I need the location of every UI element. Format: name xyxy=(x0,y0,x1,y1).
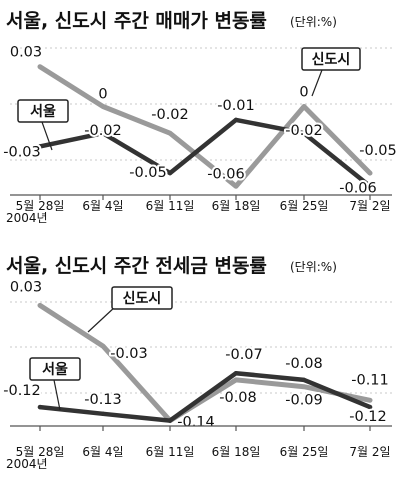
legend-seoul: 서울 xyxy=(17,99,69,151)
data-label-sindosi: -0.11 xyxy=(351,372,389,388)
x-tick-label: 6월 4일 xyxy=(82,199,123,213)
legend-box xyxy=(17,99,69,123)
data-label-seoul: -0.12 xyxy=(349,409,387,425)
data-label-sindosi: -0.05 xyxy=(359,143,397,159)
series-lines xyxy=(37,64,373,189)
data-point xyxy=(100,104,106,109)
data-point xyxy=(100,131,106,136)
sales-price-chart: 서울, 신도시 주간 매매가 변동률 (단위:%) -0.03-0.02-0.0… xyxy=(1,10,399,225)
legend-label-seoul: 서울 xyxy=(42,361,68,378)
x-tick-label: 6월 11일 xyxy=(146,445,195,459)
year-label: 2004년 xyxy=(6,211,48,225)
data-label-seoul: -0.05 xyxy=(129,165,167,181)
data-point xyxy=(233,184,239,189)
data-point xyxy=(301,131,307,136)
data-label-seoul: -0.12 xyxy=(3,383,41,399)
x-tick-label: 5월 28일 xyxy=(16,199,65,213)
legend-sindosi: 신도시 xyxy=(301,47,361,97)
data-label-seoul: -0.02 xyxy=(285,123,323,139)
data-point xyxy=(367,184,373,189)
x-tick-label: 6월 25일 xyxy=(280,445,329,459)
data-label-sindosi: 0 xyxy=(98,87,107,103)
data-point xyxy=(167,131,173,136)
legend-leader xyxy=(53,379,61,411)
data-point xyxy=(37,64,43,69)
x-axis: 5월 28일 6월 4일 6월 11일 6월 18일 6월 25일 7월 2일 xyxy=(10,425,392,459)
data-point xyxy=(301,377,307,383)
data-point xyxy=(233,377,239,383)
x-tick-label: 7월 2일 xyxy=(349,445,390,459)
data-point xyxy=(301,104,307,109)
data-label-sindosi: 0.03 xyxy=(10,279,42,295)
x-tick-label: 6월 18일 xyxy=(212,199,261,213)
data-label-sindosi: -0.02 xyxy=(151,107,189,123)
unit-label: (단위:%) xyxy=(290,260,337,274)
data-label-sindosi: -0.03 xyxy=(110,346,148,362)
x-tick-label: 6월 25일 xyxy=(280,199,329,213)
data-label-seoul: -0.02 xyxy=(84,123,122,139)
data-label-seoul: -0.07 xyxy=(225,347,263,363)
legend-sindosi: 신도시 xyxy=(87,286,173,333)
data-point xyxy=(37,144,43,149)
data-point xyxy=(100,411,106,416)
chart-title: 서울, 신도시 주간 전세금 변동률 xyxy=(6,255,267,277)
x-tick-label: 6월 4일 xyxy=(82,445,123,459)
data-label-seoul: -0.13 xyxy=(84,392,122,408)
data-point xyxy=(167,170,173,176)
data-labels: -0.03 -0.02 -0.05 -0.01 -0.02 -0.06 0.03 0 -0.02… xyxy=(1,43,399,199)
year-label: 2004년 xyxy=(6,457,48,471)
series-line-seoul xyxy=(37,370,373,423)
series-line-sindosi xyxy=(37,302,373,424)
x-tick-label: 6월 18일 xyxy=(212,445,261,459)
data-point xyxy=(367,398,373,403)
legend-box xyxy=(301,47,361,71)
chart-title: 서울, 신도시 주간 매매가 변동률 xyxy=(6,10,267,32)
x-tick-label: 6월 11일 xyxy=(146,199,195,213)
data-point xyxy=(367,404,373,410)
legend-box xyxy=(111,286,173,310)
data-label-seoul: -0.14 xyxy=(177,415,215,431)
data-labels: -0.12 -0.13 -0.14 -0.07 -0.08 -0.12 0.03 -0.03 -… xyxy=(1,277,391,432)
data-label-seoul: -0.08 xyxy=(285,356,323,372)
series-line-sindosi xyxy=(37,64,373,189)
data-point xyxy=(301,384,307,389)
data-label-sindosi: 0 xyxy=(299,85,308,101)
x-tick-label: 5월 28일 xyxy=(16,445,65,459)
data-point xyxy=(367,170,373,176)
series-lines xyxy=(37,302,373,424)
legend-leader xyxy=(87,305,117,333)
unit-label: (단위:%) xyxy=(290,15,337,29)
legend-box xyxy=(29,357,81,381)
legend-leader xyxy=(41,121,53,151)
data-label-seoul: -0.06 xyxy=(339,180,377,196)
legend-label-sindosi: 신도시 xyxy=(123,291,162,307)
data-point xyxy=(167,418,173,423)
data-point xyxy=(100,343,106,349)
legend-seoul: 서울 xyxy=(29,357,81,411)
data-label-sindosi: -0.06 xyxy=(207,166,245,182)
data-point xyxy=(37,404,43,410)
data-label-seoul: -0.03 xyxy=(3,144,41,160)
x-tick-label: 7월 2일 xyxy=(349,199,390,213)
data-point xyxy=(233,371,239,376)
series-line-seoul xyxy=(37,117,373,189)
data-label-sindosi: 0.03 xyxy=(10,45,42,61)
x-axis: 5월 28일 6월 4일 6월 11일 6월 18일 6월 25일 7월 2일 xyxy=(10,194,392,213)
legend-leader xyxy=(311,69,323,97)
data-label-seoul: -0.01 xyxy=(217,98,255,114)
data-label-sindosi: -0.09 xyxy=(285,393,323,409)
jeonse-price-chart: 서울, 신도시 주간 전세금 변동률 (단위:%) -0.12-0.13-0.1… xyxy=(1,255,392,471)
legend-label-seoul: 서울 xyxy=(30,103,56,120)
grid xyxy=(10,301,392,394)
legend-label-sindosi: 신도시 xyxy=(312,52,351,68)
data-point xyxy=(233,117,239,123)
data-point xyxy=(37,303,43,308)
data-label-sindosi: -0.08 xyxy=(219,390,257,406)
